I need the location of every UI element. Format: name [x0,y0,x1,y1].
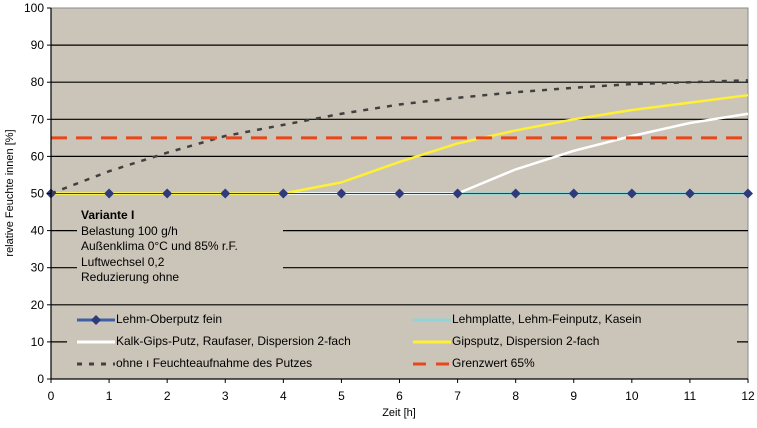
x-tick-label: 1 [106,389,113,403]
x-tick-label: 3 [222,389,229,403]
annotation-line: Belastung 100 g/h [81,223,178,238]
x-tick-label: 12 [741,389,755,403]
y-tick-label: 20 [31,298,45,312]
series-line [50,79,749,195]
legend-item-lehm-oberputz: Lehm-Oberputz fein [77,311,222,327]
legend-label: Gipsputz, Dispersion 2-fach [452,334,600,348]
annotation-title: Variante I [81,208,135,222]
y-tick-label: 30 [31,261,45,275]
x-tick-label: 7 [454,389,461,403]
x-tick-label: 10 [625,389,639,403]
y-tick-label: 10 [31,335,45,349]
x-tick-label: 6 [396,389,403,403]
legend-label: ohne ı Feuchteaufnahme des Putzes [116,356,313,370]
legend-swatch-cyan-line-icon [413,314,451,326]
data-point-marker [743,188,753,199]
legend-swatch-diamond-line-icon [77,314,115,326]
legend-swatch-yellow-line-icon [413,336,451,348]
data-point-marker [162,188,173,199]
x-axis-label: Zeit [h] [382,407,416,419]
legend-swatch-dashed-line-icon [413,358,451,370]
legend-label: Kalk-Gips-Putz, Raufaser, Dispersion 2-f… [116,334,351,348]
series-group [46,79,753,199]
legend-label: Lehmplatte, Lehm-Feinputz, Kasein [452,312,642,326]
x-tick-label: 2 [164,389,171,403]
annotation-line: Außenklima 0°C und 85% r.F. [81,239,238,253]
legend-label: Grenzwert 65% [452,356,535,370]
y-tick-label: 100 [24,1,44,15]
data-point-marker [394,188,405,199]
data-point-marker [278,188,289,199]
y-tick-label: 50 [31,187,45,201]
y-tick-label: 60 [31,149,45,163]
legend-item-lehmplatte: Lehmplatte, Lehm-Feinputz, Kasein [413,311,641,327]
legend-label: Lehm-Oberputz fein [116,312,223,326]
data-point-marker [510,188,521,199]
y-tick-label: 90 [31,38,45,52]
data-point-marker [220,188,231,199]
x-tick-label: 11 [684,389,697,403]
x-tick-label: 4 [280,389,287,403]
x-tick-label: 0 [48,389,55,403]
data-point-marker [568,188,579,199]
legend-swatch-white-line-icon [77,336,115,348]
legend: Lehm-Oberputz fein Kalk-Gips-Putz, Raufa… [67,307,737,378]
data-point-marker [626,188,637,199]
legend-item-grenzwert: Grenzwert 65% [413,355,535,371]
legend-swatch-dotted-line-icon [77,358,115,370]
y-tick-label: 0 [37,372,44,386]
annotation-line: Reduzierung ohne [81,270,180,284]
legend-item-ohne: ohne ı Feuchteaufnahme des Putzes [77,355,312,371]
x-tick-label: 5 [338,389,345,403]
annotation-line: Luftwechsel 0,2 [81,254,165,269]
data-point-marker [336,188,347,199]
annotation-box: Variante I Belastung 100 g/h Außenklima … [77,206,283,290]
data-point-marker [104,188,115,199]
x-tick-label: 9 [570,389,577,403]
x-tick-label: 8 [512,389,519,403]
y-tick-label: 40 [31,224,45,238]
y-tick-label: 70 [31,112,45,126]
y-axis-label: relative Feuchte innen [%] [4,129,16,256]
legend-item-gipsputz: Gipsputz, Dispersion 2-fach [413,333,599,349]
y-tick-label: 80 [31,75,45,89]
data-point-marker [684,188,695,199]
data-point-marker [452,188,463,199]
legend-item-kalk-gips: Kalk-Gips-Putz, Raufaser, Dispersion 2-f… [77,333,351,349]
